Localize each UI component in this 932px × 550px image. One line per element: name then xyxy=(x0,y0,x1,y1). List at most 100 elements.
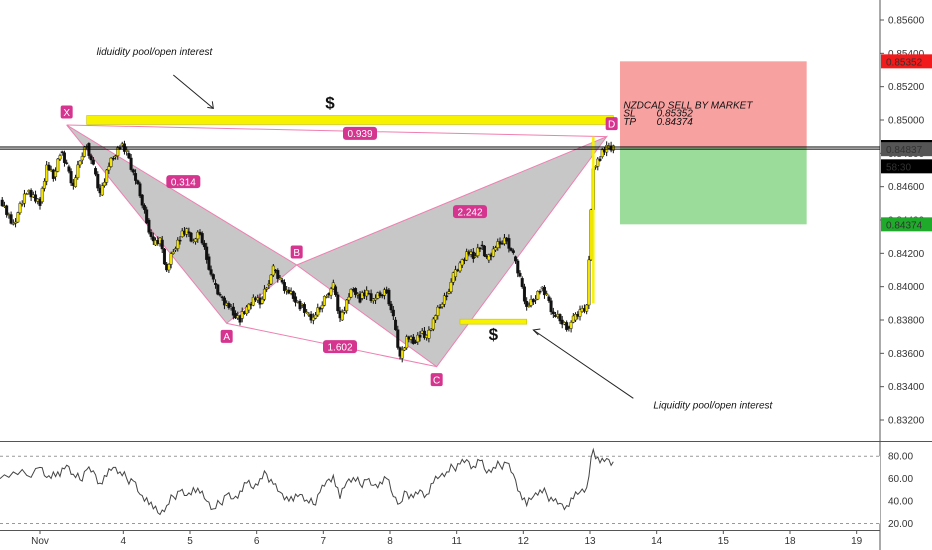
candle-down xyxy=(207,256,211,270)
candle-down xyxy=(140,194,144,206)
candle-down xyxy=(209,269,213,275)
candle-down xyxy=(96,174,100,189)
candle-up xyxy=(42,181,46,189)
candle-up xyxy=(194,238,198,242)
candle-up xyxy=(311,317,315,321)
candle-down xyxy=(598,158,602,161)
time-tick-label: 13 xyxy=(584,536,596,547)
candle-up xyxy=(305,311,309,314)
candle-down xyxy=(482,245,486,257)
candle-down xyxy=(136,180,140,184)
candle-up xyxy=(451,272,455,283)
candle-up xyxy=(171,251,175,254)
candle-up xyxy=(25,193,29,195)
candle-down xyxy=(189,232,193,242)
candle-up xyxy=(449,282,453,292)
candle-down xyxy=(280,279,284,283)
candle-up xyxy=(374,298,378,301)
candle-up xyxy=(491,248,495,257)
candle-up xyxy=(247,303,251,311)
candle-up xyxy=(251,297,255,306)
point-label: B xyxy=(293,248,300,259)
pattern-line-xd xyxy=(66,124,607,138)
candle-up xyxy=(167,264,171,271)
candle-down xyxy=(509,248,513,251)
candle-down xyxy=(389,303,393,311)
price-tick-label: 0.84000 xyxy=(888,282,925,293)
candle-up xyxy=(494,247,498,251)
candle-down xyxy=(514,256,518,262)
candle-up xyxy=(54,171,58,177)
candle-up xyxy=(109,157,113,167)
bottom-note-arrow xyxy=(533,329,634,399)
candle-up xyxy=(267,283,271,286)
candle-up xyxy=(74,177,78,187)
tp-price-tag xyxy=(881,217,932,232)
point-label: D xyxy=(608,119,615,130)
time-tick-label: 18 xyxy=(784,536,796,547)
candle-down xyxy=(94,168,98,175)
candle-down xyxy=(67,166,71,172)
ratio-label: 2.242 xyxy=(457,207,482,218)
bottom-note-arrowhead xyxy=(532,328,541,336)
candle-down xyxy=(282,282,286,291)
candle-up xyxy=(76,164,80,178)
time-tick-label: 11 xyxy=(451,536,462,547)
candle-down xyxy=(231,306,235,316)
candle-up xyxy=(405,336,409,349)
candle-down xyxy=(518,272,522,277)
candle-down xyxy=(396,329,400,348)
candle-down xyxy=(438,306,442,309)
candle-up xyxy=(322,296,326,306)
rsi-line xyxy=(0,447,614,516)
candle-down xyxy=(222,297,226,306)
candle-down xyxy=(551,311,555,315)
candle-down xyxy=(511,250,515,253)
candle-down xyxy=(202,242,206,248)
time-tick-label: 14 xyxy=(651,536,663,547)
candle-down xyxy=(218,294,222,296)
price-tick-label: 0.83600 xyxy=(888,349,925,360)
candle-up xyxy=(442,295,446,305)
sl-price-tag xyxy=(881,54,932,69)
ratio-badge-x-d xyxy=(343,126,377,140)
candle-down xyxy=(122,143,126,152)
time-tick-label: 19 xyxy=(851,536,863,547)
candle-down xyxy=(111,157,115,160)
price-tick-label: 0.84200 xyxy=(888,249,925,260)
time-tick-label: 12 xyxy=(518,536,530,547)
point-badge-a xyxy=(220,329,233,343)
tp-price-tag-label: 0.84374 xyxy=(886,220,923,231)
candle-down xyxy=(418,334,422,338)
candle-down xyxy=(549,300,553,313)
candle-up xyxy=(596,158,600,167)
candle-down xyxy=(47,164,51,171)
candle-up xyxy=(347,296,351,301)
candle-up xyxy=(465,251,469,261)
candle-up xyxy=(476,247,480,256)
candle-up xyxy=(22,193,26,204)
price-tick-label: 0.85600 xyxy=(888,16,925,27)
candle-down xyxy=(5,205,9,215)
candle-down xyxy=(34,194,38,202)
candle-up xyxy=(431,318,435,330)
candle-down xyxy=(525,301,529,307)
candle-up xyxy=(454,269,458,277)
candle-up xyxy=(316,307,320,316)
ratio-badge-b-d xyxy=(453,205,487,219)
candle-down xyxy=(369,293,373,301)
rsi-tick-label: 80.00 xyxy=(888,452,913,463)
candle-up xyxy=(611,145,615,151)
bid-price-tag xyxy=(881,142,932,157)
candle-down xyxy=(151,236,155,242)
candle-up xyxy=(125,150,129,152)
candle-up xyxy=(342,310,346,313)
candle-down xyxy=(62,152,66,163)
time-tick-label: 6 xyxy=(254,536,260,547)
candle-down xyxy=(9,214,13,224)
rsi-tick-label: 20.00 xyxy=(888,519,913,530)
candle-down xyxy=(391,309,395,317)
candle-down xyxy=(565,322,569,330)
candle-down xyxy=(0,199,4,207)
